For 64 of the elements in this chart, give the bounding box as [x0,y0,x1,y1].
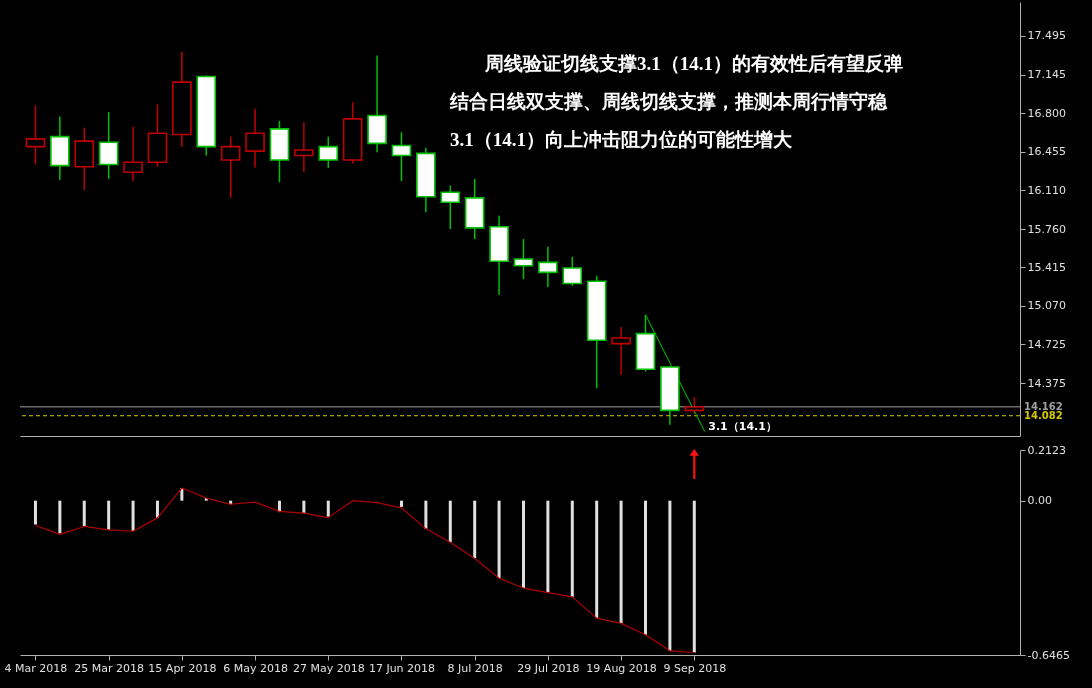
bar [643,500,647,635]
y-tick-label: 15.070 [1027,299,1066,313]
x-tick-label: 29 Jul 2018 [517,661,580,675]
candlestick [440,184,461,230]
x-tick-label: 15 Apr 2018 [148,661,217,675]
bar [668,500,672,651]
bar [521,500,525,589]
x-tick-label: 8 Jul 2018 [447,661,503,675]
bar [546,500,550,593]
bar [692,500,696,653]
bar [107,500,111,530]
x-tick-label: 19 Aug 2018 [586,661,657,675]
y-tick-label: 14.725 [1027,337,1066,351]
y-tick-label: 14.375 [1027,376,1066,390]
bar [424,500,428,529]
line-series [34,487,695,654]
candlestick [294,121,314,174]
candlestick [245,108,265,169]
bar [595,500,599,619]
x-tick-label: 9 Sep 2018 [663,661,727,675]
bar [33,500,37,525]
ref-line-label: 14.082 [1024,409,1063,421]
bar [570,500,574,597]
bar [619,500,623,624]
candlestick [611,326,631,376]
y-tick-label: -0.6465 [1027,648,1070,662]
ref-line-label: 14.162 [1024,400,1063,412]
bar [448,500,452,543]
x-tick-label: 25 Mar 2018 [74,661,145,675]
bar [58,500,62,534]
y-tick-label: 15.760 [1027,222,1066,236]
candlestick [318,135,339,169]
x-tick-label: 6 May 2018 [223,661,288,675]
candlestick [123,125,143,182]
candlestick [562,256,583,287]
annotation: 3.1（14.1）向上冲击阻力位的可能性增大 [450,129,793,150]
candlestick [538,246,558,288]
annotation: 结合日线双支撑、周线切线支撑，推测本周行情守稳 [449,91,888,112]
x-tick-label: 17 Jun 2018 [368,661,436,675]
x-tick-label: 4 Mar 2018 [4,661,68,675]
y-tick-label: 17.145 [1027,68,1066,82]
bar [131,500,135,531]
annotation: 周线验证切线支撑3.1（14.1）的有效性后有望反弹 [484,53,903,74]
y-tick-label: 17.495 [1027,29,1066,43]
y-tick-label: 15.415 [1027,260,1066,274]
y-tick-label: 0.00 [1027,494,1052,508]
candlestick [98,111,119,180]
candlestick [513,238,534,280]
y-tick-label: 0.2123 [1027,443,1066,457]
bar [155,500,159,518]
bar [473,500,477,559]
y-tick-label: 16.455 [1027,145,1066,159]
annotation: 3.1（14.1） [708,420,777,434]
bar [302,500,306,514]
y-tick-label: 16.800 [1027,106,1066,120]
candlestick [220,135,241,199]
candlestick [391,131,412,182]
bar [399,500,403,507]
bar [497,500,501,579]
candlestick [25,104,46,166]
y-tick-label: 16.110 [1027,183,1066,197]
x-tick-label: 27 May 2018 [292,661,365,675]
bar [326,500,330,517]
bar [82,500,86,527]
